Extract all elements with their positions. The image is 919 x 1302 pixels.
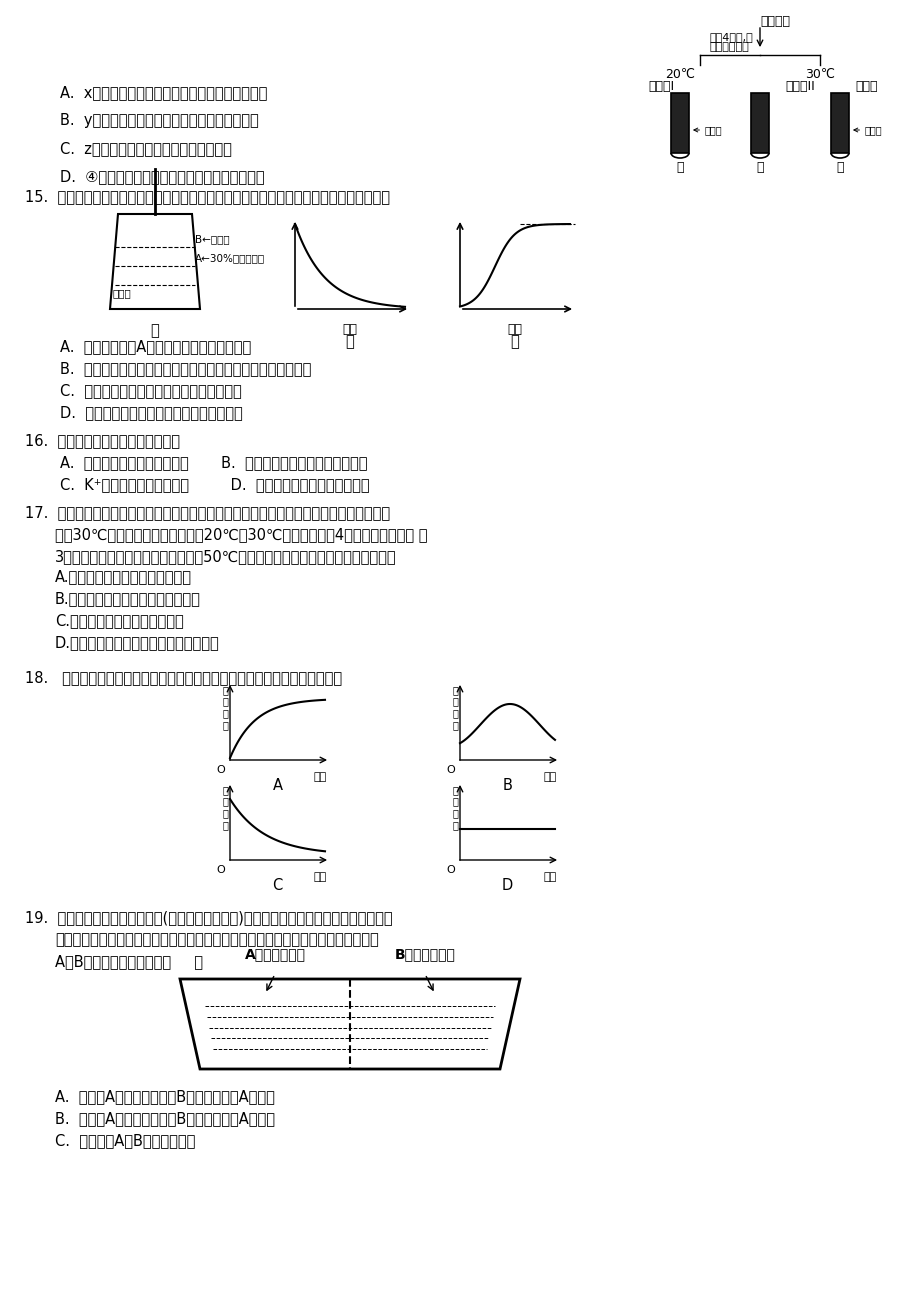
Text: C.甲、乙皆呈蓝色，丙呈砖红色: C.甲、乙皆呈蓝色，丙呈砖红色 — [55, 613, 184, 628]
Text: A侧：加葡萄糖: A侧：加葡萄糖 — [244, 947, 305, 961]
Text: 等量萌发种子: 等量萌发种子 — [709, 42, 749, 52]
Text: 淀粉液: 淀粉液 — [693, 125, 721, 135]
Text: B.  y为质壁分离，可能导致细胞失水过多而死亡: B. y为质壁分离，可能导致细胞失水过多而死亡 — [60, 113, 258, 128]
Text: 乙: 乙 — [346, 335, 354, 349]
Text: A.甲呈蓝色，乙呈砖红色，丙无色: A.甲呈蓝色，乙呈砖红色，丙无色 — [55, 569, 192, 585]
Text: C.  加酶前后A、B两侧液面不变: C. 加酶前后A、B两侧液面不变 — [55, 1133, 195, 1148]
Text: 乙: 乙 — [755, 161, 763, 174]
Text: 时间: 时间 — [543, 872, 556, 881]
Text: B.  加酶前A侧上升，加酶后B侧上升并等于A侧高度: B. 加酶前A侧上升，加酶后B侧上升并等于A侧高度 — [55, 1111, 275, 1126]
Text: 丙: 丙 — [835, 161, 843, 174]
Text: 吸
水
速
率: 吸 水 速 率 — [451, 685, 458, 730]
Text: A、B两侧液面的变化是：（     ）: A、B两侧液面的变化是：（ ） — [55, 954, 203, 969]
Text: 吸
水
速
率: 吸 水 速 率 — [221, 685, 228, 730]
Text: 19.  下图表示一中间隔以半透膜(只允许水分子通过)的水槽，两侧分别加入等质量的葡萄糖: 19. 下图表示一中间隔以半透膜(只允许水分子通过)的水槽，两侧分别加入等质量的… — [25, 910, 392, 924]
Text: 20℃: 20℃ — [664, 68, 694, 81]
Text: 16.  下列现象中属于渗透作用的是：: 16. 下列现象中属于渗透作用的是： — [25, 434, 180, 448]
Text: B←蒸馏水: B←蒸馏水 — [195, 234, 230, 245]
Text: B.  水分子由半透膜外进入半透膜内的速率变化可用曲线乙表示: B. 水分子由半透膜外进入半透膜内的速率变化可用曲线乙表示 — [60, 361, 311, 376]
Text: 时间: 时间 — [313, 772, 326, 783]
Text: O: O — [216, 766, 225, 775]
Text: D: D — [502, 878, 513, 893]
Text: 18.   在植物细胞质壁分离复原过程中，能正确表达细胞吸水速率变化过程的是: 18. 在植物细胞质壁分离复原过程中，能正确表达细胞吸水速率变化过程的是 — [25, 671, 342, 685]
Text: 培养4天后,取: 培养4天后,取 — [709, 33, 753, 42]
Text: O: O — [446, 766, 455, 775]
Bar — [750, 92, 768, 154]
Text: D.  ④组无变化是因为细胞渗透吸水量等于失水量: D. ④组无变化是因为细胞渗透吸水量等于失水量 — [60, 169, 265, 184]
Text: O: O — [216, 865, 225, 875]
Text: 时间: 时间 — [507, 323, 522, 336]
Text: 吸
水
速
率: 吸 水 速 率 — [451, 785, 458, 829]
Text: 溶液和麦芽糖溶液。然后在半透膜两侧加入等质量的麦芽糖酶，在加入麦芽糖酶前后: 溶液和麦芽糖溶液。然后在半透膜两侧加入等质量的麦芽糖酶，在加入麦芽糖酶前后 — [55, 932, 379, 947]
Text: B: B — [502, 779, 512, 793]
Text: C.  玻璃管内的液面高度变化可用曲线丙表示: C. 玻璃管内的液面高度变化可用曲线丙表示 — [60, 383, 242, 398]
Text: 半透膜: 半透膜 — [113, 288, 131, 298]
Text: 甲: 甲 — [151, 323, 159, 339]
Text: 提取液II: 提取液II — [784, 79, 814, 92]
Text: 15.  如图甲是渗透装置示意图，乙、丙两曲线图的横坐标代表时间，下列叙述中不正确的是: 15. 如图甲是渗透装置示意图，乙、丙两曲线图的横坐标代表时间，下列叙述中不正确… — [25, 189, 390, 204]
Text: B侧：加麦芽糖: B侧：加麦芽糖 — [394, 947, 455, 961]
Text: A←30%的蔗糖溶液: A←30%的蔗糖溶液 — [195, 254, 265, 263]
Text: 时间: 时间 — [342, 323, 357, 336]
Bar — [830, 92, 848, 154]
Text: 提取液I: 提取液I — [647, 79, 674, 92]
Text: 吸
水
速
率: 吸 水 速 率 — [221, 785, 228, 829]
Text: A.  半透膜内溶液A的浓度变化可用曲线丙表示: A. 半透膜内溶液A的浓度变化可用曲线丙表示 — [60, 339, 251, 354]
Text: D.甲呈浅砖红色，乙呈砖红色，丙呈蓝色: D.甲呈浅砖红色，乙呈砖红色，丙呈蓝色 — [55, 635, 220, 650]
Text: A.  x为质壁分离，因为细胞壁伸缩性弱于原生质层: A. x为质壁分离，因为细胞壁伸缩性弱于原生质层 — [60, 85, 267, 100]
Text: O: O — [446, 865, 455, 875]
Text: 时间: 时间 — [543, 772, 556, 783]
Bar — [670, 92, 688, 154]
Text: B.甲呈无色，乙呈砖红色，丙呈蓝色: B.甲呈无色，乙呈砖红色，丙呈蓝色 — [55, 591, 200, 605]
Text: 淀粉液: 淀粉液 — [853, 125, 881, 135]
Text: 甲: 甲 — [675, 161, 683, 174]
Text: 度为30℃左右。取适量小麦种子在20℃和30℃培养箱中培养4天后，做如下处理 在: 度为30℃左右。取适量小麦种子在20℃和30℃培养箱中培养4天后，做如下处理 在 — [55, 527, 427, 542]
Text: A: A — [272, 779, 282, 793]
Text: A.  水分子通过细胞壁渗出细胞       B.  葡萄糖分子通过细胞膜进入细胞: A. 水分子通过细胞壁渗出细胞 B. 葡萄糖分子通过细胞膜进入细胞 — [60, 454, 367, 470]
Text: 丙: 丙 — [510, 335, 519, 349]
Text: 小麦种子: 小麦种子 — [759, 16, 789, 29]
Text: A.  加酶前A侧上升，加酶后B侧上升并高于A侧高度: A. 加酶前A侧上升，加酶后B侧上升并高于A侧高度 — [55, 1088, 275, 1104]
Text: D.  半透膜内外浓度差的变化可用曲线乙表示: D. 半透膜内外浓度差的变化可用曲线乙表示 — [60, 405, 243, 421]
Text: 时间: 时间 — [313, 872, 326, 881]
Text: C: C — [272, 878, 282, 893]
Text: 3支试管中加入等量斐林试剂并加热至50℃左右，摇匀后观察试管中的颜色。结果是: 3支试管中加入等量斐林试剂并加热至50℃左右，摇匀后观察试管中的颜色。结果是 — [55, 549, 396, 564]
Text: 蒸馏水: 蒸馏水 — [854, 79, 877, 92]
Text: 30℃: 30℃ — [804, 68, 834, 81]
Text: C.  z为细胞稍增大，细胞液颜色逐渐变浅: C. z为细胞稍增大，细胞液颜色逐渐变浅 — [60, 141, 232, 156]
Text: C.  K⁺通过原生质层进入细胞         D.  水分子通过原生质层进入细胞: C. K⁺通过原生质层进入细胞 D. 水分子通过原生质层进入细胞 — [60, 477, 369, 492]
Text: 17.  小麦种子萌发时产生淀粉酶，将淀粉水解为麦芽糖、葡萄糖等。小麦种子萌发的最适温: 17. 小麦种子萌发时产生淀粉酶，将淀粉水解为麦芽糖、葡萄糖等。小麦种子萌发的最… — [25, 505, 390, 519]
